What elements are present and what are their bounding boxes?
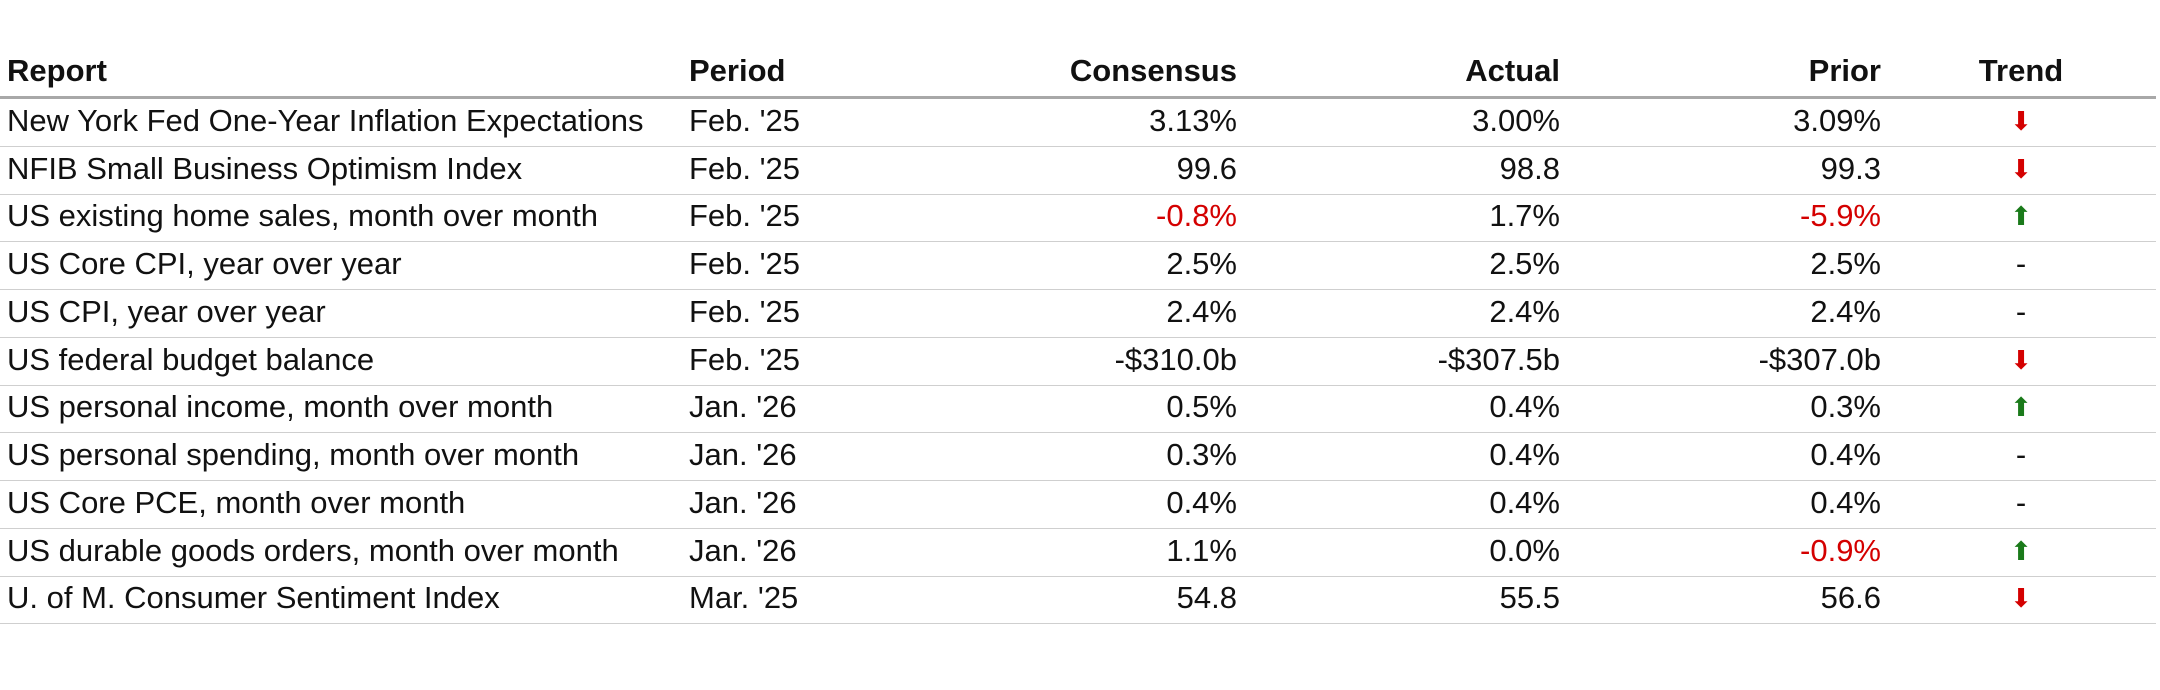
trend: ⬇ xyxy=(2010,344,2032,375)
report-name: US personal income, month over month xyxy=(7,389,554,425)
table-row: U. of M. Consumer Sentiment Index Mar. '2… xyxy=(0,577,2156,625)
prior: 99.3 xyxy=(1820,150,1881,186)
consensus: 2.5% xyxy=(1166,246,1237,281)
consensus: 54.8 xyxy=(1176,580,1237,616)
table-row: US personal spending, month over month Ja… xyxy=(0,433,2156,481)
trend: ⬆ xyxy=(2010,201,2032,232)
period: Jan. '26 xyxy=(689,532,797,568)
report-name: US CPI, year over year xyxy=(7,293,326,329)
report-name: US Core CPI, year over year xyxy=(7,246,402,281)
trend: ⬇ xyxy=(2010,583,2032,614)
table-row: US durable goods orders, month over mont… xyxy=(0,529,2156,577)
trend: - xyxy=(2015,293,2027,329)
period: Feb. '25 xyxy=(689,198,801,234)
period: Jan. '26 xyxy=(689,484,797,520)
actual: 0.4% xyxy=(1489,437,1560,472)
prior: 3.09% xyxy=(1793,102,1881,138)
prior: 56.6 xyxy=(1820,580,1881,616)
actual: 3.00% xyxy=(1472,102,1560,138)
column-header: Prior xyxy=(1808,53,1881,88)
period: Feb. '25 xyxy=(689,150,801,186)
consensus: 0.3% xyxy=(1166,437,1237,472)
period: Feb. '25 xyxy=(689,341,801,377)
consensus: -0.8% xyxy=(1156,198,1237,234)
period: Feb. '25 xyxy=(689,102,801,138)
actual: 1.7% xyxy=(1489,198,1560,234)
prior: 0.3% xyxy=(1810,389,1881,425)
table-row: US CPI, year over year Feb. '25 2.4% 2.4% 2.… xyxy=(0,290,2156,338)
consensus: 0.5% xyxy=(1166,389,1237,425)
period: Feb. '25 xyxy=(689,246,801,281)
consensus: 0.4% xyxy=(1166,484,1237,520)
prior: -$307.0b xyxy=(1758,341,1881,377)
prior: 2.5% xyxy=(1810,246,1881,281)
report-name: US personal spending, month over month xyxy=(7,437,580,472)
period: Feb. '25 xyxy=(689,293,801,329)
prior: 0.4% xyxy=(1810,484,1881,520)
table-row: US existing home sales, month over month… xyxy=(0,195,2156,243)
actual: 2.4% xyxy=(1489,293,1560,329)
consensus: 2.4% xyxy=(1166,293,1237,329)
period: Jan. '26 xyxy=(689,437,797,472)
table-row: NFIB Small Business Optimism Index Feb. '… xyxy=(0,147,2156,195)
actual: 55.5 xyxy=(1499,580,1560,616)
prior: 0.4% xyxy=(1810,437,1881,472)
report-name: US federal budget balance xyxy=(7,341,375,377)
consensus: -$310.0b xyxy=(1114,341,1237,377)
trend: - xyxy=(2015,246,2027,281)
trend: ⬇ xyxy=(2010,153,2032,184)
consensus: 3.13% xyxy=(1149,102,1237,138)
trend: - xyxy=(2015,484,2027,520)
table-row: US personal income, month over month Jan.… xyxy=(0,386,2156,434)
prior: -0.9% xyxy=(1800,532,1881,568)
actual: 0.0% xyxy=(1489,532,1560,568)
actual: -$307.5b xyxy=(1437,341,1560,377)
column-header: Period xyxy=(689,53,786,88)
trend: - xyxy=(2015,437,2027,472)
trend: ⬇ xyxy=(2010,105,2032,136)
actual: 0.4% xyxy=(1489,389,1560,425)
column-header: Actual xyxy=(1465,53,1560,88)
report-name: US Core PCE, month over month xyxy=(7,484,466,520)
report-name: US durable goods orders, month over mont… xyxy=(7,532,619,568)
trend: ⬆ xyxy=(2010,535,2032,566)
column-header: Consensus xyxy=(1069,53,1237,88)
column-header: Trend xyxy=(1978,53,2064,88)
prior: -5.9% xyxy=(1800,198,1881,234)
table-row: US federal budget balance Feb. '25 -$310.0… xyxy=(0,338,2156,386)
period: Mar. '25 xyxy=(689,580,799,616)
table-row: New York Fed One-Year Inflation Expectat… xyxy=(0,99,2156,147)
header-row: Report Period Consensus Actual Prior Trend xyxy=(0,40,2156,99)
report-name: US existing home sales, month over month xyxy=(7,198,598,234)
actual: 2.5% xyxy=(1489,246,1560,281)
actual: 98.8 xyxy=(1499,150,1560,186)
report-name: New York Fed One-Year Inflation Expectat… xyxy=(7,102,644,138)
column-header: Report xyxy=(7,53,107,88)
consensus: 1.1% xyxy=(1166,532,1237,568)
prior: 2.4% xyxy=(1810,293,1881,329)
table-row: US Core PCE, month over month Jan. '26 0.4… xyxy=(0,481,2156,529)
report-name: U. of M. Consumer Sentiment Index xyxy=(7,580,500,616)
period: Jan. '26 xyxy=(689,389,797,425)
actual: 0.4% xyxy=(1489,484,1560,520)
table-row: US Core CPI, year over year Feb. '25 2.5% 2… xyxy=(0,242,2156,290)
consensus: 99.6 xyxy=(1176,150,1237,186)
report-name: NFIB Small Business Optimism Index xyxy=(7,150,523,186)
trend: ⬆ xyxy=(2010,392,2032,423)
